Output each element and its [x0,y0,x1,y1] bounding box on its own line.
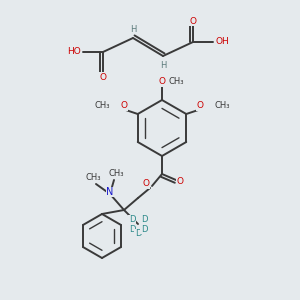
Text: CH₃: CH₃ [168,77,184,86]
Text: O: O [100,73,106,82]
Text: CH₃: CH₃ [108,169,124,178]
Text: O: O [120,101,127,110]
Text: OH: OH [215,38,229,46]
Text: D: D [129,224,135,233]
Text: H: H [160,61,166,70]
Text: O: O [142,179,149,188]
Text: H: H [130,25,136,34]
Text: O: O [176,176,184,185]
Text: HO: HO [67,47,81,56]
Text: D: D [129,215,135,224]
Text: CH₃: CH₃ [94,100,110,109]
Text: D: D [141,224,147,233]
Text: D: D [135,230,141,238]
Text: CH₃: CH₃ [214,100,230,109]
Text: O: O [197,101,204,110]
Text: O: O [158,77,166,86]
Text: CH₃: CH₃ [85,173,101,182]
Text: O: O [190,16,196,26]
Text: N: N [106,187,114,197]
Text: D: D [141,215,147,224]
